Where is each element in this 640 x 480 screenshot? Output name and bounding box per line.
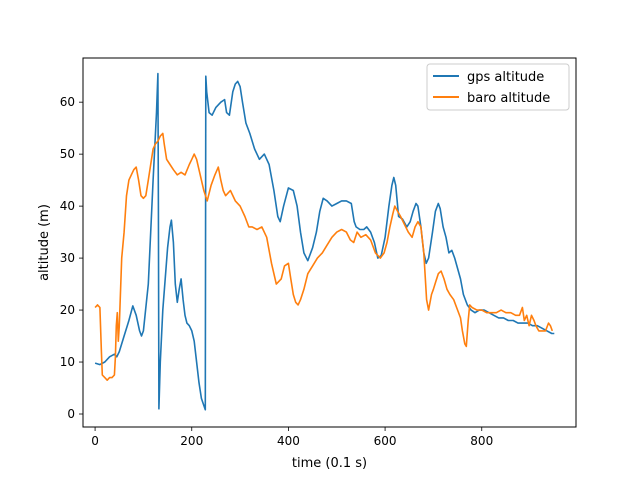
y-tick-label: 60 xyxy=(60,95,75,109)
axis-ticks: 0 200 400 600 800 0 10 20 30 40 50 60 xyxy=(60,95,493,448)
x-tick-label: 400 xyxy=(277,434,300,448)
y-tick-label: 20 xyxy=(60,303,75,317)
x-axis-label: time (0.1 s) xyxy=(292,456,367,471)
series-line-gps-altitude xyxy=(94,72,555,411)
series-line-baro-altitude xyxy=(94,132,554,381)
y-axis-label: altitude (m) xyxy=(37,204,52,281)
legend-label-baro-altitude: baro altitude xyxy=(467,91,550,106)
x-tick-label: 800 xyxy=(470,434,493,448)
x-tick-label: 600 xyxy=(374,434,397,448)
axes-frame xyxy=(82,57,577,428)
y-tick-label: 40 xyxy=(60,199,75,213)
series-layer xyxy=(94,72,555,411)
y-tick-label: 0 xyxy=(67,407,75,421)
y-tick-label: 50 xyxy=(60,147,75,161)
legend: gps altitude baro altitude xyxy=(426,63,570,111)
legend-label-gps-altitude: gps altitude xyxy=(467,70,544,85)
legend-box xyxy=(426,63,570,111)
x-tick-label: 0 xyxy=(91,434,99,448)
y-tick-label: 10 xyxy=(60,355,75,369)
y-tick-label: 30 xyxy=(60,251,75,265)
x-tick-label: 200 xyxy=(180,434,203,448)
